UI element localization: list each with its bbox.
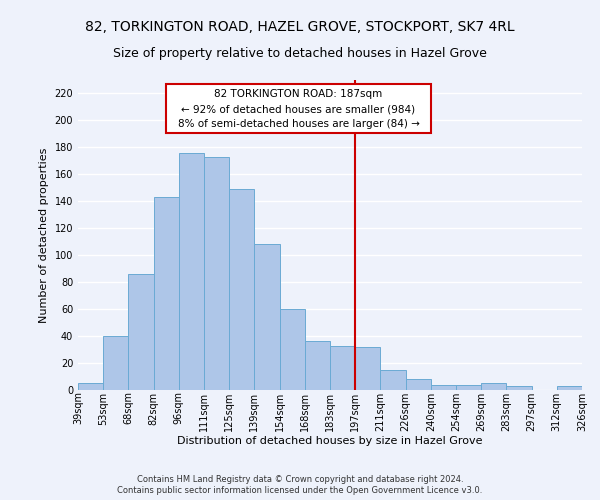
Text: Contains public sector information licensed under the Open Government Licence v3: Contains public sector information licen… [118,486,482,495]
Bar [154,198,179,390]
Y-axis label: Number of detached properties: Number of detached properties [39,148,49,322]
Bar [330,346,355,390]
Text: 8% of semi-detached houses are larger (84) →: 8% of semi-detached houses are larger (8… [178,119,419,129]
Text: Size of property relative to detached houses in Hazel Grove: Size of property relative to detached ho… [113,48,487,60]
Bar [254,244,280,390]
Bar [103,336,128,390]
Bar [380,370,406,390]
Bar [355,347,380,390]
Bar [305,342,330,390]
FancyBboxPatch shape [166,84,431,132]
Bar [506,386,532,390]
Bar [128,274,154,390]
Bar [406,379,431,390]
Text: Contains HM Land Registry data © Crown copyright and database right 2024.: Contains HM Land Registry data © Crown c… [137,475,463,484]
Bar [78,384,103,390]
Bar [557,386,582,390]
X-axis label: Distribution of detached houses by size in Hazel Grove: Distribution of detached houses by size … [177,436,483,446]
Bar [229,189,254,390]
Bar [431,384,456,390]
Bar [179,153,204,390]
Text: ← 92% of detached houses are smaller (984): ← 92% of detached houses are smaller (98… [181,104,416,115]
Bar [456,384,481,390]
Text: 82 TORKINGTON ROAD: 187sqm: 82 TORKINGTON ROAD: 187sqm [214,90,383,100]
Bar [280,309,305,390]
Bar [204,157,229,390]
Text: 82, TORKINGTON ROAD, HAZEL GROVE, STOCKPORT, SK7 4RL: 82, TORKINGTON ROAD, HAZEL GROVE, STOCKP… [85,20,515,34]
Bar [481,384,506,390]
